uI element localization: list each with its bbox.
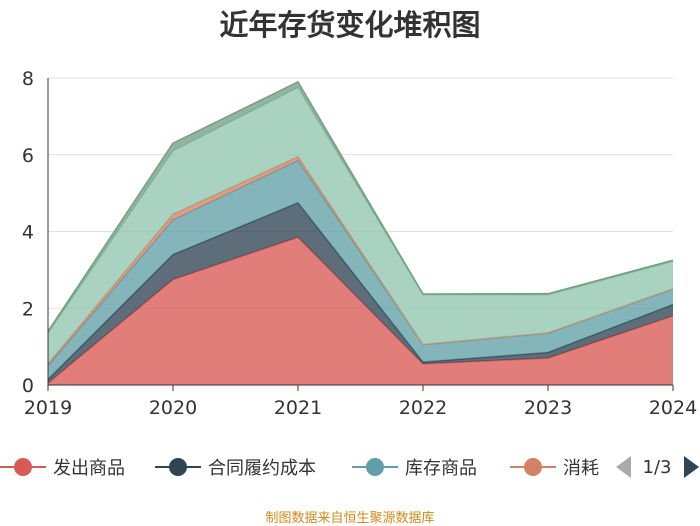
x-tick-label: 2021 xyxy=(274,397,322,419)
legend-label: 库存商品 xyxy=(405,458,477,479)
y-tick-label: 6 xyxy=(22,145,34,167)
legend-label: 合同履约成本 xyxy=(208,458,316,479)
area-series-edge-4 xyxy=(47,86,674,334)
legend-item-1[interactable]: 合同履约成本 xyxy=(155,458,316,479)
area-series-0[interactable] xyxy=(48,237,673,385)
legend-pager: 1/3 xyxy=(616,456,699,478)
area-series-edge-5 xyxy=(47,80,674,332)
area-series-2[interactable] xyxy=(48,160,673,380)
x-tick-label: 2020 xyxy=(149,397,197,419)
pager-label: 1/3 xyxy=(643,457,672,478)
chart-title: 近年存货变化堆积图 xyxy=(219,8,481,42)
legend: 发出商品 合同履约成本 库存商品 消耗 xyxy=(0,458,599,479)
area-series-edge-0 xyxy=(47,236,674,384)
legend-label: 发出商品 xyxy=(53,458,125,479)
axes xyxy=(47,78,673,386)
pager-next-icon[interactable] xyxy=(684,456,699,478)
data-source-note: 制图数据来自恒生聚源数据库 xyxy=(265,511,435,526)
legend-item-3[interactable]: 消耗 xyxy=(510,458,599,479)
pager-prev-icon[interactable] xyxy=(616,456,631,478)
y-tick-label: 2 xyxy=(22,298,34,320)
area-series-4[interactable] xyxy=(48,87,673,364)
y-tick-label: 0 xyxy=(22,375,34,397)
x-tick-label: 2019 xyxy=(24,397,72,419)
x-tick-label: 2023 xyxy=(524,397,572,419)
legend-item-2[interactable]: 库存商品 xyxy=(352,458,477,479)
legend-marker xyxy=(366,458,384,476)
legend-label: 消耗 xyxy=(563,458,599,479)
y-tick-label: 8 xyxy=(22,68,34,90)
legend-item-0[interactable]: 发出商品 xyxy=(0,458,125,479)
x-tick-labels: 2019 2020 2021 2022 2023 2024 xyxy=(24,385,697,419)
x-tick-label: 2022 xyxy=(399,397,447,419)
legend-marker xyxy=(14,458,32,476)
area-series-1[interactable] xyxy=(48,202,673,384)
legend-marker xyxy=(169,458,187,476)
y-tick-label: 4 xyxy=(22,222,34,244)
y-tick-labels: 0 2 4 6 8 xyxy=(22,68,34,397)
area-series xyxy=(47,80,674,385)
x-tick-label: 2024 xyxy=(649,397,697,419)
legend-marker xyxy=(524,458,542,476)
